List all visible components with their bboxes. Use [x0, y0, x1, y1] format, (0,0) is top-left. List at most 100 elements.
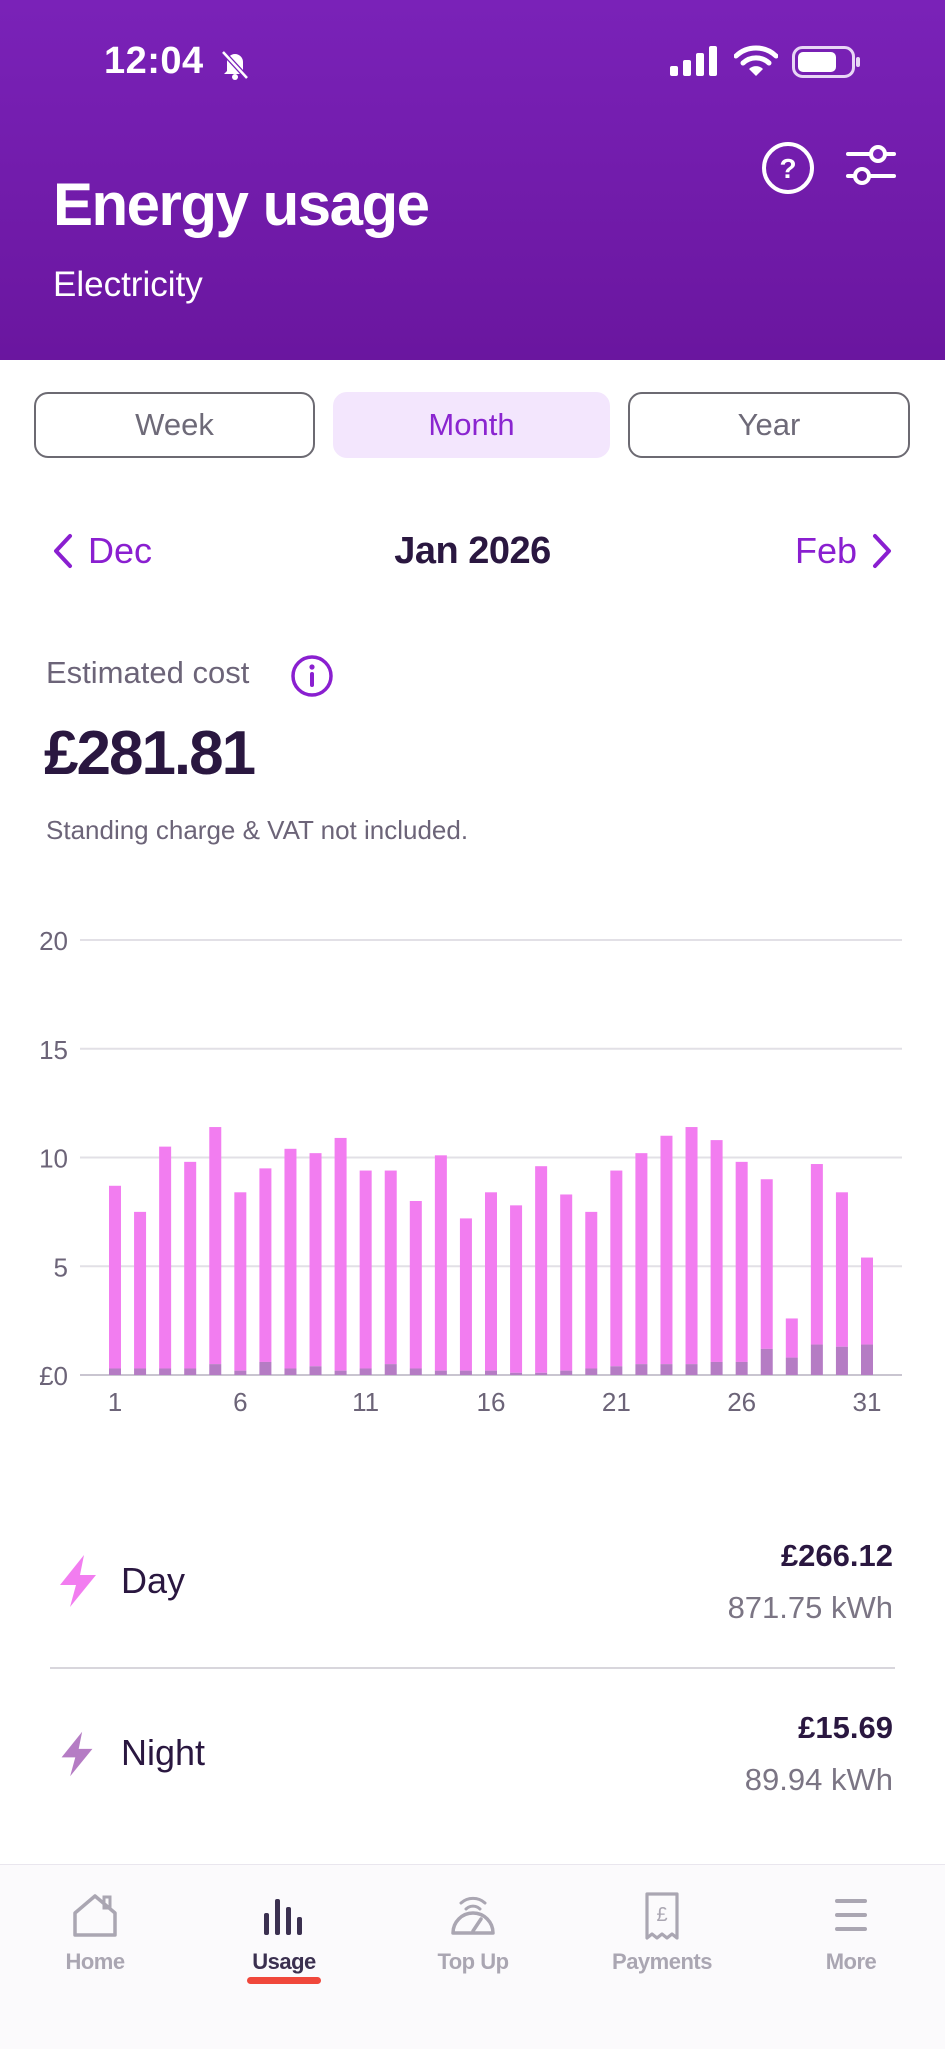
y-tick-label: £0 [39, 1361, 68, 1391]
bell-slash-icon [221, 50, 249, 80]
bar-day-18 [535, 1166, 548, 1373]
x-tick-label: 11 [352, 1387, 379, 1417]
bar-day-2 [134, 1211, 147, 1369]
estimated-cost-label: Estimated cost [46, 655, 250, 690]
tab-week[interactable]: Week [34, 392, 315, 458]
bar-day-9 [309, 1153, 322, 1367]
active-tab-indicator [247, 1977, 321, 1984]
bar-day-28 [785, 1318, 798, 1358]
bar-night-7 [259, 1361, 272, 1375]
bar-night-2 [134, 1368, 147, 1375]
bar-day-16 [485, 1192, 497, 1371]
y-tick-label: 15 [39, 1035, 68, 1065]
nav-home[interactable]: Home [5, 1865, 185, 2025]
signal-icon [670, 46, 717, 76]
y-tick-label: 20 [39, 926, 68, 956]
info-icon[interactable] [290, 654, 334, 698]
x-tick-label: 26 [727, 1387, 756, 1417]
svg-text:?: ? [779, 153, 796, 184]
bar-night-27 [760, 1348, 773, 1375]
x-tick-label: 31 [853, 1387, 882, 1417]
bar-night-13 [409, 1368, 422, 1375]
tab-month[interactable]: Month [333, 392, 610, 458]
cost-note: Standing charge & VAT not included. [46, 815, 469, 845]
payments-icon: £ [645, 1892, 679, 1940]
bar-night-5 [209, 1364, 222, 1375]
bar-night-28 [785, 1357, 798, 1375]
wifi-icon [734, 45, 778, 76]
bar-night-17 [510, 1372, 523, 1375]
top-up-icon [451, 1896, 495, 1935]
bar-day-17 [510, 1205, 523, 1373]
header: 12:04 ? Energy usage Electricity [0, 0, 945, 360]
bar-night-14 [434, 1370, 447, 1375]
bar-day-13 [409, 1201, 422, 1369]
bar-day-20 [585, 1211, 598, 1369]
nav-payments[interactable]: £ Payments [572, 1865, 752, 2025]
bar-night-22 [635, 1364, 648, 1375]
bar-day-5 [209, 1127, 222, 1365]
filter-icon[interactable] [846, 144, 896, 188]
bar-day-10 [334, 1137, 347, 1371]
nav-top-up-label: Top Up [437, 1949, 509, 1974]
bar-night-11 [359, 1368, 372, 1375]
bar-day-31 [861, 1257, 873, 1345]
next-period-button[interactable]: Feb [795, 530, 893, 572]
night-kwh: 89.94 kWh [744, 1762, 893, 1797]
usage-icon [264, 1899, 302, 1935]
bar-night-19 [560, 1370, 573, 1375]
prev-period-button[interactable]: Dec [52, 530, 152, 572]
day-kwh: 871.75 kWh [727, 1590, 893, 1625]
day-label: Day [121, 1560, 186, 1601]
nav-top-up[interactable]: Top Up [383, 1865, 563, 2025]
nav-usage[interactable]: Usage [194, 1865, 374, 2025]
bar-night-26 [735, 1361, 748, 1375]
x-tick-label: 21 [602, 1387, 631, 1417]
bar-day-14 [434, 1155, 447, 1371]
page-subtitle: Electricity [53, 265, 203, 304]
x-tick-label: 16 [477, 1387, 506, 1417]
nav-more-label: More [825, 1949, 877, 1974]
bar-day-7 [259, 1168, 272, 1362]
tab-year[interactable]: Year [628, 392, 910, 458]
bar-night-20 [585, 1368, 598, 1375]
nav-payments-label: Payments [612, 1949, 712, 1974]
bar-day-21 [610, 1170, 623, 1367]
bar-day-19 [560, 1194, 573, 1371]
bar-night-10 [334, 1370, 347, 1375]
bar-day-27 [760, 1179, 773, 1349]
night-label: Night [121, 1732, 206, 1773]
bar-day-29 [810, 1164, 823, 1345]
nav-more[interactable]: More [761, 1865, 941, 2025]
night-lightning-icon [61, 1731, 93, 1777]
bar-day-30 [835, 1192, 848, 1347]
bar-night-24 [685, 1364, 698, 1375]
night-cost: £15.69 [798, 1710, 893, 1745]
status-time: 12:04 [104, 40, 204, 82]
bar-day-4 [184, 1161, 197, 1369]
bar-day-12 [384, 1170, 397, 1365]
bar-night-3 [159, 1368, 172, 1375]
help-icon[interactable]: ? [760, 140, 816, 196]
bar-night-25 [710, 1361, 723, 1375]
bar-day-22 [635, 1153, 648, 1365]
x-tick-label: 6 [233, 1387, 247, 1417]
bar-day-6 [234, 1192, 247, 1371]
bar-night-12 [384, 1364, 397, 1375]
bar-night-9 [309, 1366, 322, 1375]
bar-night-29 [810, 1344, 823, 1375]
y-tick-label: 10 [39, 1144, 68, 1174]
bar-day-3 [159, 1146, 172, 1369]
y-tick-label: 5 [54, 1252, 68, 1282]
bar-night-31 [861, 1344, 873, 1375]
bottom-nav: Home Usage Top Up £ Payments M [0, 1864, 945, 2049]
chevron-left-icon [54, 534, 72, 568]
next-period-label: Feb [794, 530, 857, 571]
bar-night-23 [660, 1364, 673, 1375]
bar-night-21 [610, 1366, 623, 1375]
svg-text:£: £ [656, 1904, 667, 1926]
bar-day-25 [710, 1140, 723, 1362]
nav-usage-label: Usage [252, 1949, 316, 1974]
bar-day-1 [109, 1185, 121, 1369]
